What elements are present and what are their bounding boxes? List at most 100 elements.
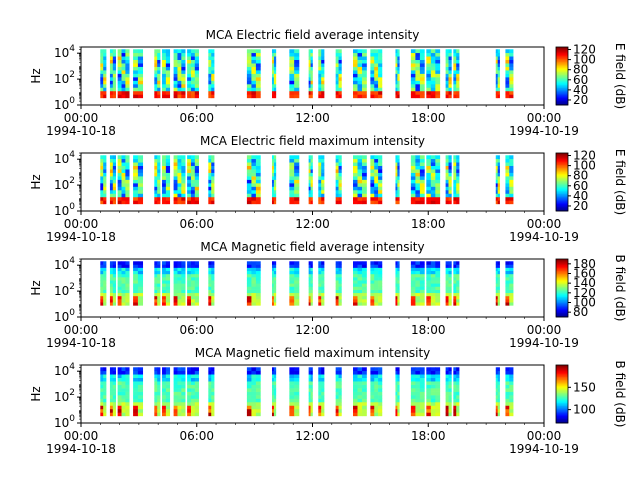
heatmap-cell [426,388,432,392]
heatmap-cell [338,83,342,88]
heatmap-cell [357,267,363,272]
heatmap-cell [410,196,416,201]
heatmap-cell [426,172,432,177]
heatmap-cell [318,94,322,99]
heatmap-cell [173,292,178,297]
colorbar-segment [556,385,568,388]
heatmap-cell [378,87,383,92]
heatmap-cell [133,377,139,382]
heatmap-cell [181,270,186,275]
heatmap-cell [430,398,436,403]
heatmap-cell [395,267,398,272]
heatmap-cell [255,83,261,88]
heatmap-cell [177,292,182,297]
heatmap-cell [497,299,500,303]
heatmap-cell [251,370,257,375]
heatmap-cell [246,56,252,60]
heatmap-cell [117,280,122,284]
heatmap-cell [133,73,139,78]
heatmap-cell [497,200,500,205]
heatmap-cell [112,59,117,64]
heatmap-cell [321,286,325,290]
heatmap-cell [497,273,500,278]
heatmap-cell [246,267,252,272]
heatmap-cell [100,280,104,284]
heatmap-cell [456,77,460,81]
heatmap-cell [426,264,432,268]
heatmap-cell [419,94,425,99]
heatmap-cell [133,408,139,413]
heatmap-cell [273,162,277,166]
heatmap-cell [445,388,449,392]
heatmap-cell [294,295,300,300]
heatmap-cell [133,381,139,385]
colorbar-segment [556,103,568,106]
heatmap-cell [255,59,261,64]
heatmap-cell [165,398,171,403]
heatmap-cell [448,261,452,265]
heatmap-cell [415,391,421,396]
heatmap-cell [509,83,514,88]
heatmap-cell [448,165,452,170]
colorbar-segment [556,202,568,205]
heatmap-cell [448,77,452,81]
colorbar-tick-label: 100 [573,296,596,310]
heatmap-cell [100,384,104,389]
heatmap-cell [448,73,452,78]
heatmap-cell [310,165,313,170]
heatmap-cell [211,277,215,281]
heatmap-cell [338,295,342,300]
heatmap-cell [397,384,400,389]
heatmap-cell [165,283,171,287]
heatmap-cell [109,289,114,294]
heatmap-cell [410,277,416,281]
colorbar-segment [556,396,568,399]
heatmap-cell [415,267,421,272]
heatmap-cell [165,66,171,71]
heatmap-cell [318,176,322,180]
heatmap-cell [177,401,182,406]
heatmap-cell [137,193,144,198]
heatmap-cell [208,295,212,300]
heatmap-cell [448,299,452,303]
heatmap-cell [370,189,375,194]
heatmap-cell [426,408,432,413]
heatmap-cell [112,169,117,173]
heatmap-cell [157,77,161,81]
heatmap-cell [289,162,295,166]
heatmap-cell [448,94,452,99]
heatmap-cell [430,370,436,375]
heatmap-cell [103,87,107,92]
heatmap-cell [397,49,400,54]
heatmap-cell [456,367,460,372]
heatmap-cell [509,384,514,389]
heatmap-cell [173,179,178,184]
heatmap-data [100,49,514,99]
heatmap-cell [125,158,130,163]
heatmap-cell [125,398,130,403]
heatmap-cell [162,381,167,385]
heatmap-cell [137,186,144,191]
heatmap-cell [495,302,498,306]
heatmap-cell [121,302,126,306]
heatmap-cell [419,286,425,290]
heatmap-cell [109,408,114,413]
heatmap-cell [426,94,432,99]
heatmap-cell [133,299,139,303]
heatmap-cell [453,374,457,378]
heatmap-cell [133,289,139,294]
heatmap-cell [154,183,158,187]
heatmap-cell [410,381,416,385]
heatmap-cell [194,52,199,57]
heatmap-cell [294,59,300,64]
heatmap-cell [273,176,277,180]
heatmap-cell [318,264,322,268]
heatmap-cell [137,283,144,287]
heatmap-cell [426,381,432,385]
heatmap-cell [117,384,122,389]
heatmap-cell [456,295,460,300]
heatmap-cell [374,374,379,378]
heatmap-cell [137,261,144,265]
colorbar-segment [556,190,568,193]
heatmap-cell [181,193,186,198]
